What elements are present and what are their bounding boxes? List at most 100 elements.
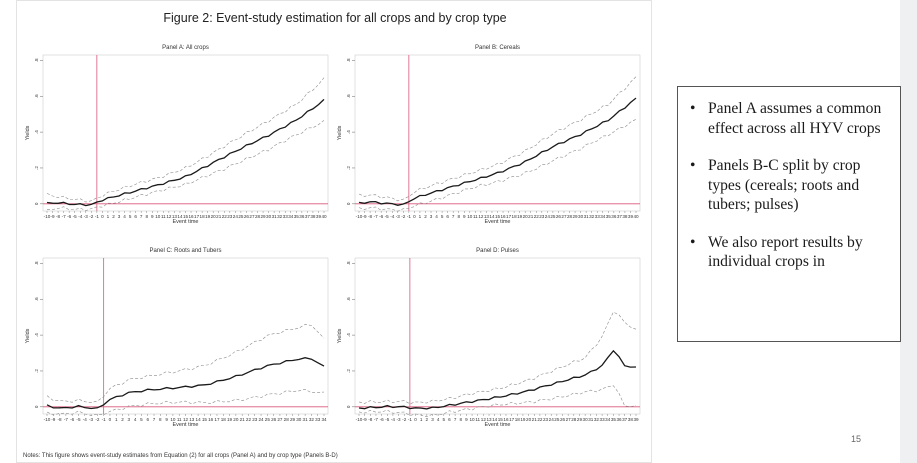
x-tick-label: 31 xyxy=(588,417,594,422)
x-tick-label: -6 xyxy=(67,214,72,219)
x-tick-label: 10 xyxy=(155,214,161,219)
x-tick-label: 17 xyxy=(506,214,512,219)
x-axis-label: Event time xyxy=(485,422,511,428)
y-tick-label: .2 xyxy=(346,369,351,373)
y-tick-label: 0 xyxy=(346,405,351,408)
x-tick-label: 26 xyxy=(560,417,566,422)
x-tick-label: 13 xyxy=(172,214,178,219)
x-tick-label: 21 xyxy=(532,417,538,422)
y-tick-label: .8 xyxy=(34,58,39,62)
x-tick-label: 0 xyxy=(413,214,416,219)
x-tick-label: -5 xyxy=(76,417,81,422)
x-axis-label: Event time xyxy=(485,219,511,225)
x-tick-label: -8 xyxy=(56,214,61,219)
x-tick-label: 24 xyxy=(258,417,264,422)
x-tick-label: 27 xyxy=(277,417,283,422)
x-tick-label: -4 xyxy=(390,214,395,219)
x-tick-label: 17 xyxy=(509,417,515,422)
y-tick-label: .8 xyxy=(34,261,39,265)
x-tick-label: 24 xyxy=(549,417,555,422)
panel-c-chart: Panel C: Roots and Tubers 0 .2 .4 .6 .8 Yields… xyxy=(23,244,333,442)
x-tick-label: -9 xyxy=(362,214,367,219)
x-tick-label: 10 xyxy=(170,417,176,422)
x-tick-label: 25 xyxy=(554,417,560,422)
y-tick-label: 0 xyxy=(34,202,39,205)
x-tick-label: 7 xyxy=(454,417,457,422)
x-tick-label: 21 xyxy=(216,214,222,219)
x-tick-label: 18 xyxy=(200,214,206,219)
x-tick-label: 32 xyxy=(594,417,600,422)
y-tick-label: .2 xyxy=(34,166,39,170)
x-tick-label: 19 xyxy=(520,417,526,422)
bullet-item: • Panel A assumes a common effect across … xyxy=(690,99,894,138)
x-tick-label: 4 xyxy=(435,214,438,219)
x-tick-label: -9 xyxy=(363,417,368,422)
x-tick-label: 12 xyxy=(183,417,189,422)
x-tick-label: 37 xyxy=(305,214,311,219)
y-tick-label: .6 xyxy=(34,94,39,98)
x-tick-label: 14 xyxy=(177,214,183,219)
y-tick-label: .4 xyxy=(346,130,351,134)
x-tick-label: 25 xyxy=(265,417,271,422)
x-tick-label: 9 xyxy=(165,417,168,422)
estimate-line xyxy=(46,357,325,410)
x-tick-label: 4 xyxy=(123,214,126,219)
x-tick-label: 26 xyxy=(556,214,562,219)
x-tick-label: 24 xyxy=(233,214,239,219)
x-tick-label: 11 xyxy=(161,214,166,219)
x-tick-label: -4 xyxy=(78,214,83,219)
x-tick-label: 26 xyxy=(244,214,250,219)
x-tick-label: 17 xyxy=(194,214,200,219)
x-tick-label: 2 xyxy=(426,417,429,422)
plot-frame xyxy=(354,54,641,212)
x-tick-label: 3 xyxy=(128,417,131,422)
x-tick-label: 35 xyxy=(294,214,300,219)
x-tick-label: -9 xyxy=(50,214,55,219)
estimate-line xyxy=(358,349,637,410)
x-tick-label: -2 xyxy=(401,214,406,219)
x-tick-label: -8 xyxy=(368,214,373,219)
x-tick-label: 32 xyxy=(589,214,595,219)
x-tick-label: 14 xyxy=(196,417,202,422)
x-tick-label: 0 xyxy=(109,417,112,422)
x-tick-label: 4 xyxy=(437,417,440,422)
x-tick-label: -5 xyxy=(385,214,390,219)
x-tick-label: 13 xyxy=(486,417,492,422)
x-tick-label: -3 xyxy=(89,417,94,422)
x-tick-label: 12 xyxy=(166,214,172,219)
x-tick-label: 10 xyxy=(467,214,473,219)
x-tick-label: 25 xyxy=(238,214,244,219)
panel-title: Panel C: Roots and Tubers xyxy=(149,248,221,254)
y-tick-label: 0 xyxy=(34,405,39,408)
x-tick-label: 23 xyxy=(539,214,545,219)
panel-a-chart: Panel A: All crops 0.2.4.6.8 Yields -10 -9 -8… xyxy=(23,41,333,239)
x-tick-label: 33 xyxy=(315,417,321,422)
x-tick-label: -7 xyxy=(62,214,67,219)
estimate-line xyxy=(358,97,637,206)
x-tick-label: -2 xyxy=(89,214,94,219)
x-tick-label: 18 xyxy=(515,417,521,422)
plot-frame xyxy=(354,257,641,415)
y-tick-label: .4 xyxy=(34,130,39,134)
x-tick-label: 28 xyxy=(571,417,577,422)
x-tick-label: -2 xyxy=(95,417,100,422)
x-tick-label: 23 xyxy=(543,417,549,422)
x-tick-label: 7 xyxy=(452,214,455,219)
x-axis-label: Event time xyxy=(173,219,199,225)
x-tick-label: 15 xyxy=(498,417,504,422)
x-tick-label: 4 xyxy=(134,417,137,422)
x-tick-label: 6 xyxy=(448,417,451,422)
x-tick-label: 29 xyxy=(260,214,266,219)
x-tick-label: 26 xyxy=(271,417,277,422)
x-tick-label: 0 xyxy=(414,417,417,422)
x-tick-label: -6 xyxy=(379,214,384,219)
x-tick-label: 16 xyxy=(208,417,214,422)
x-tick-label: 6 xyxy=(146,417,149,422)
x-tick-label: 19 xyxy=(205,214,211,219)
bullet-dot-icon: • xyxy=(690,233,696,251)
x-tick-label: 39 xyxy=(316,214,322,219)
x-tick-label: 22 xyxy=(537,417,543,422)
x-tick-label: 14 xyxy=(489,214,495,219)
x-tick-label: 40 xyxy=(633,214,639,219)
